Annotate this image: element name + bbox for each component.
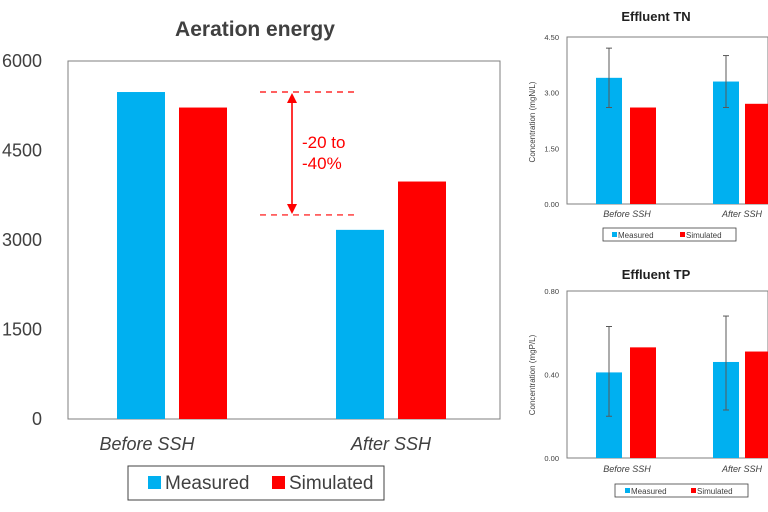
y-tick-label: 0 [32,409,42,429]
reduction-annotation: -20 to -40% [260,91,356,216]
x-axis-labels: Before SSH After SSH [603,464,762,474]
bar-simulated [179,107,227,419]
x-category-label: Before SSH [603,209,651,219]
plot-area-frame [566,36,768,205]
legend-frame [614,483,749,498]
bar-measured [336,229,384,419]
y-tick-label: 4.50 [544,33,559,42]
y-tick-label: 3.00 [544,89,559,98]
legend-frame [602,227,737,242]
chart-title: Effluent TP [622,267,691,282]
legend-frame [127,465,385,501]
effluent-tn-chart: Effluent TN Concentration (mgN/L) 0.00 1.… [528,9,768,242]
y-tick-label: 1.50 [544,144,559,153]
bar-simulated [745,351,768,458]
bar-measured [117,92,165,419]
chart-title: Aeration energy [175,18,335,41]
legend-swatch-measured [612,232,617,237]
y-tick-label: 3000 [2,230,42,250]
y-axis-ticks: 0 1500 3000 4500 6000 [2,51,42,429]
bar-group [596,315,768,458]
plot-area-frame [566,290,768,459]
arrowhead-up-icon [287,93,297,104]
legend-swatch-simulated [272,476,285,489]
bar-group [117,92,446,419]
x-category-label: After SSH [350,434,432,454]
y-axis-title: Concentration (mgP/L) [528,334,537,415]
legend-swatch-simulated [691,488,696,493]
y-axis-title: Concentration (mgN/L) [528,81,537,162]
bar-group [596,47,768,204]
y-tick-label: 0.00 [544,454,559,463]
annotation-text-line2: -40% [302,154,342,173]
y-axis-ticks: 0.00 0.40 0.80 [544,287,559,463]
y-axis-ticks: 0.00 1.50 3.00 4.50 [544,33,559,209]
legend-label-measured: Measured [165,473,250,494]
x-axis-labels: Before SSH After SSH [603,209,762,219]
x-category-label: After SSH [721,209,763,219]
annotation-text-line1: -20 to [302,133,345,152]
bar-simulated [630,347,656,458]
plot-area-frame [67,60,501,420]
y-tick-label: 0.80 [544,287,559,296]
y-tick-label: 1500 [2,320,42,340]
legend-swatch-measured [625,488,630,493]
y-tick-label: 4500 [2,141,42,161]
x-category-label: Before SSH [603,464,651,474]
aeration-energy-chart: Aeration energy 0 1500 3000 4500 6000 Before… [2,18,501,501]
x-axis-labels: Before SSH After SSH [99,434,432,454]
bar-simulated [745,103,768,204]
legend: Measured Simulated [602,227,737,242]
bar-simulated [630,107,656,204]
legend: Measured Simulated [614,483,749,498]
legend-label-measured: Measured [618,231,654,240]
legend-swatch-measured [148,476,161,489]
legend-label-simulated: Simulated [697,487,733,496]
chart-title: Effluent TN [621,9,690,24]
legend: Measured Simulated [127,465,385,501]
x-category-label: Before SSH [99,434,195,454]
y-tick-label: 6000 [2,51,42,71]
y-tick-label: 0.40 [544,371,559,380]
legend-label-measured: Measured [631,487,667,496]
arrowhead-down-icon [287,203,297,214]
x-category-label: After SSH [721,464,763,474]
effluent-tp-chart: Effluent TP Concentration (mgP/L) 0.000.… [528,267,768,498]
legend-swatch-simulated [680,232,685,237]
y-tick-label: 0.00 [544,200,559,209]
legend-label-simulated: Simulated [289,473,374,494]
bar-simulated [398,181,446,419]
legend-label-simulated: Simulated [686,231,722,240]
